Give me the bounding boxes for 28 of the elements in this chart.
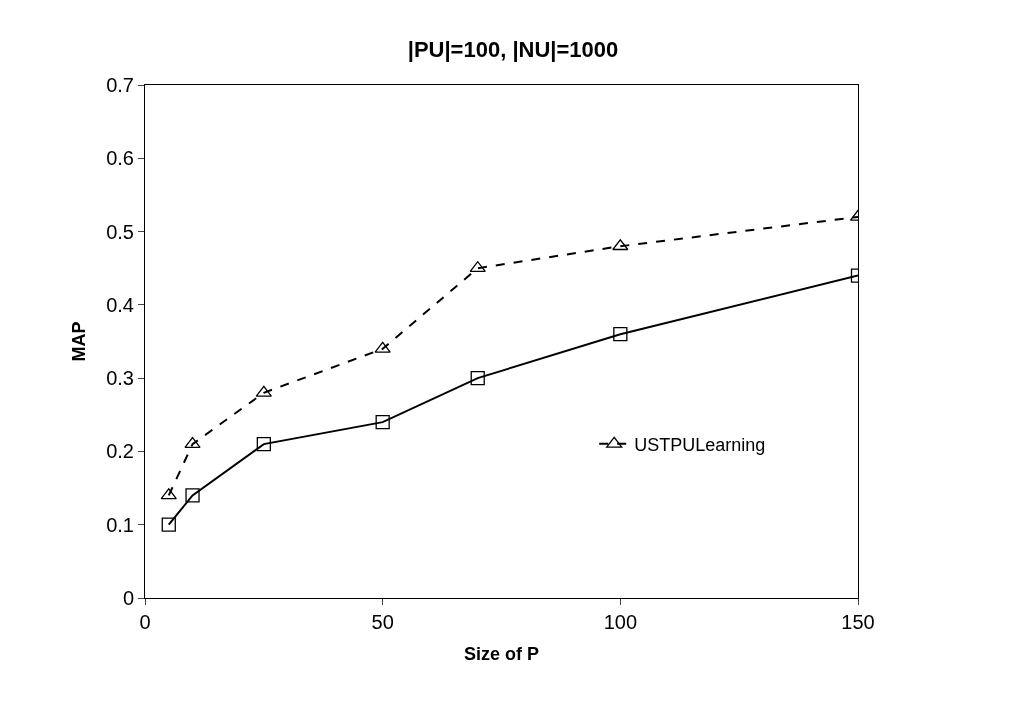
- point: [184, 436, 201, 448]
- y-axis-title: MAP: [69, 321, 90, 362]
- point: [161, 517, 176, 532]
- y-tick-label: 0.2: [106, 440, 134, 463]
- y-tick-label: 0.1: [106, 513, 134, 536]
- point: [613, 327, 628, 342]
- y-tick-label: 0.7: [106, 74, 134, 96]
- y-tick-label: 0.6: [106, 147, 134, 170]
- y-tick-label: 0.3: [106, 367, 134, 390]
- x-tick-label: 100: [603, 611, 638, 633]
- point: [375, 414, 390, 430]
- point: [470, 370, 485, 386]
- point: [255, 385, 272, 397]
- y-tick-label: 0.5: [106, 220, 134, 243]
- legend-label: USTPULearning: [634, 434, 766, 455]
- x-tick-label: 50: [371, 611, 394, 633]
- x-tick-label: 150: [841, 611, 875, 633]
- x-axis-title: Size of P: [463, 644, 540, 665]
- point: [469, 261, 486, 273]
- point: [185, 488, 200, 503]
- point: [374, 341, 391, 353]
- point: [612, 239, 629, 251]
- x-tick-label: 0: [139, 611, 151, 633]
- point: [256, 436, 271, 452]
- y-tick-label: 0: [122, 587, 134, 609]
- y-tick-label: 0.4: [106, 293, 134, 316]
- chart-title: |PU|=100, |NU|=1000: [407, 36, 619, 62]
- point: [160, 488, 177, 500]
